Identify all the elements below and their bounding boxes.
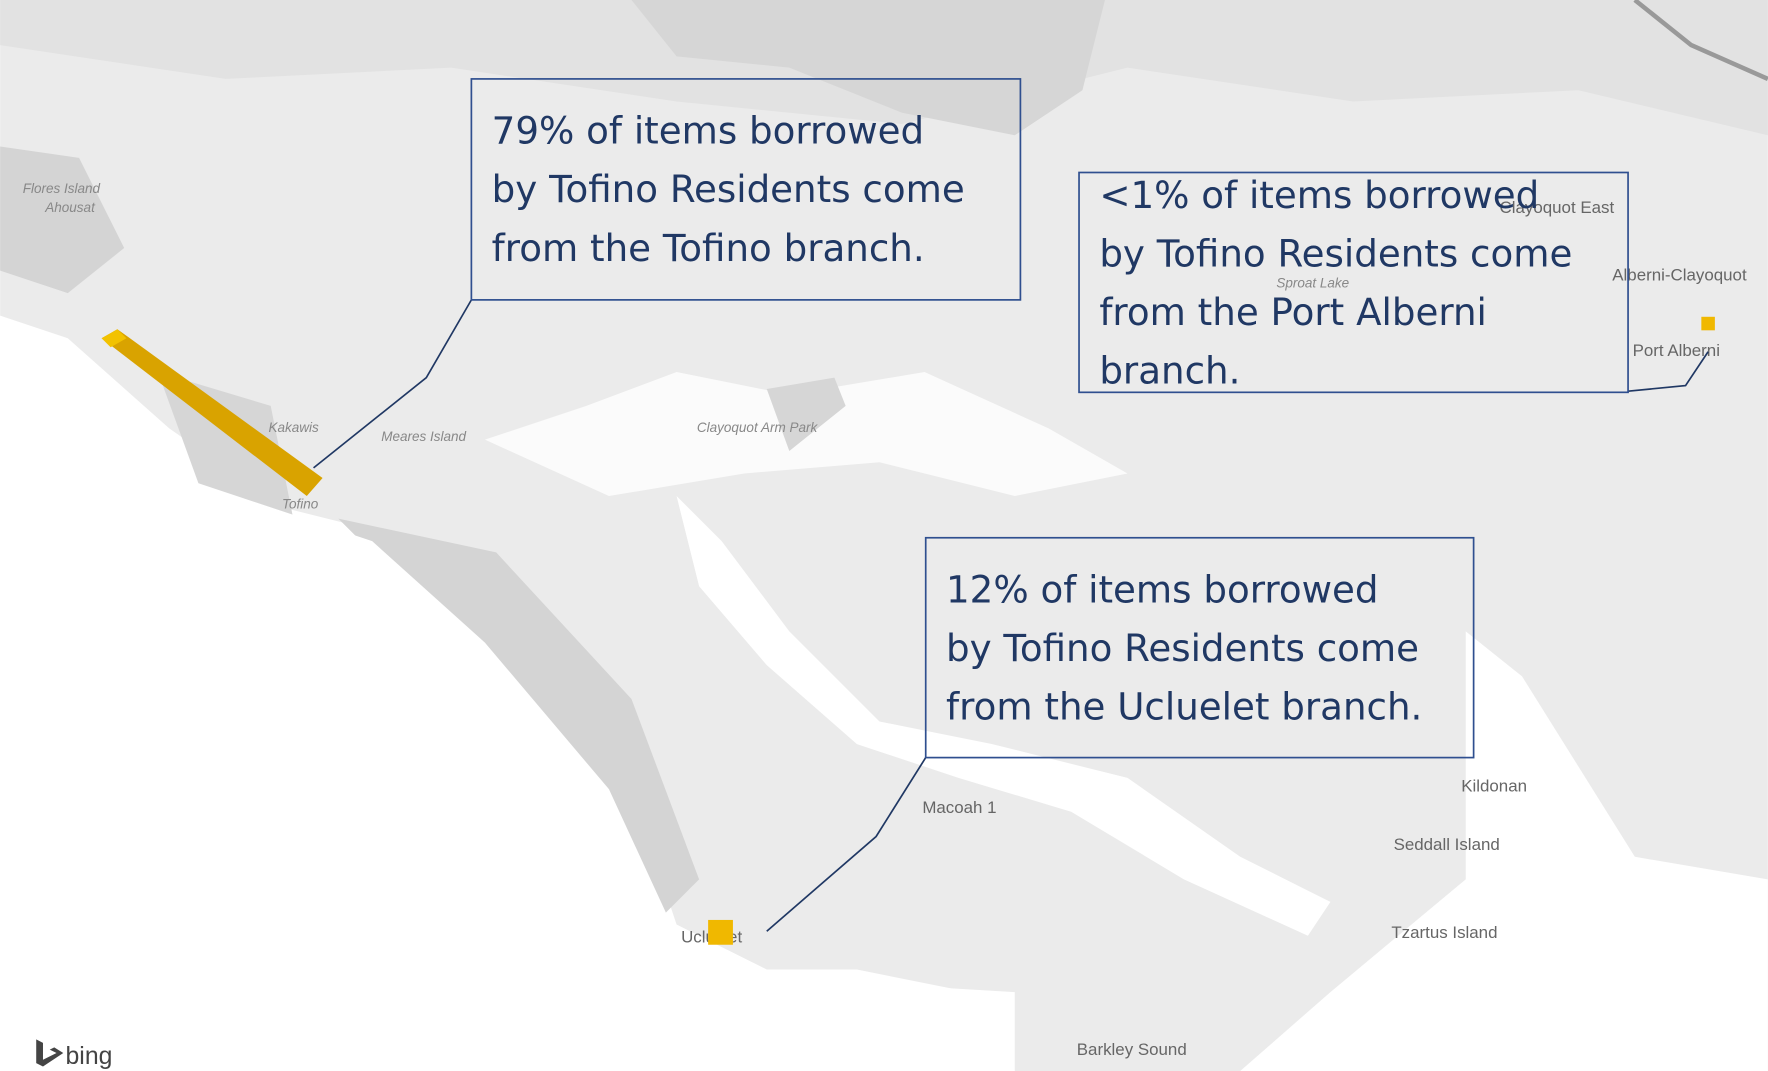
place-label: Tofino (282, 497, 319, 512)
callout-line: from the Ucluelet branch. (946, 685, 1422, 729)
place-label: Flores Island (23, 181, 101, 196)
place-label: Alberni-Clayoquot (1612, 266, 1747, 285)
callout-line: from the Port Alberni (1099, 290, 1487, 334)
place-label: Sproat Lake (1276, 276, 1349, 291)
callout-boxes (470, 78, 1629, 759)
place-label: Clayoquot East (1500, 198, 1615, 217)
place-label: Kakawis (268, 420, 319, 435)
place-label: Meares Island (381, 429, 466, 444)
leader-line (766, 757, 927, 932)
branch-columns (101, 316, 1715, 945)
callout-line: <1% of items borrowed (1099, 173, 1539, 217)
place-label: Port Alberni (1633, 341, 1720, 360)
place-label: Seddall Island (1394, 835, 1500, 854)
place-label: Ahousat (44, 200, 96, 215)
leader-line (313, 299, 473, 469)
leader-lines (313, 299, 1709, 932)
callout-line: by Tofino Residents come (946, 626, 1419, 670)
logo-mark (36, 1039, 64, 1067)
callout-text: 79% of items borrowed by Tofino Residents… (492, 109, 1573, 729)
map-labels: Flores Island Ahousat Kakawis Meares Isl… (23, 181, 1747, 1059)
callout-box (1078, 171, 1629, 394)
callout-box (924, 536, 1475, 759)
callout-line: branch. (1099, 349, 1240, 393)
leader-line (1627, 351, 1709, 393)
place-label: Barkley Sound (1077, 1040, 1187, 1059)
place-label: Macoah 1 (922, 798, 996, 817)
logo-text: bing (66, 1043, 113, 1070)
column (708, 919, 733, 945)
place-label: Clayoquot Arm Park (697, 420, 819, 435)
bing-logo: bing (36, 1039, 112, 1070)
place-label: Tzartus Island (1391, 923, 1497, 942)
column (1701, 316, 1715, 331)
callout-line: 12% of items borrowed (946, 567, 1378, 611)
callout-line: 79% of items borrowed (492, 109, 924, 153)
callout-line: by Tofino Residents come (1099, 231, 1572, 275)
callout-line: by Tofino Residents come (492, 167, 965, 211)
callout-box (470, 78, 1022, 301)
place-label: Kildonan (1461, 776, 1527, 795)
column-top (101, 329, 127, 348)
callout-line: from the Tofino branch. (492, 226, 925, 270)
column (101, 329, 323, 497)
